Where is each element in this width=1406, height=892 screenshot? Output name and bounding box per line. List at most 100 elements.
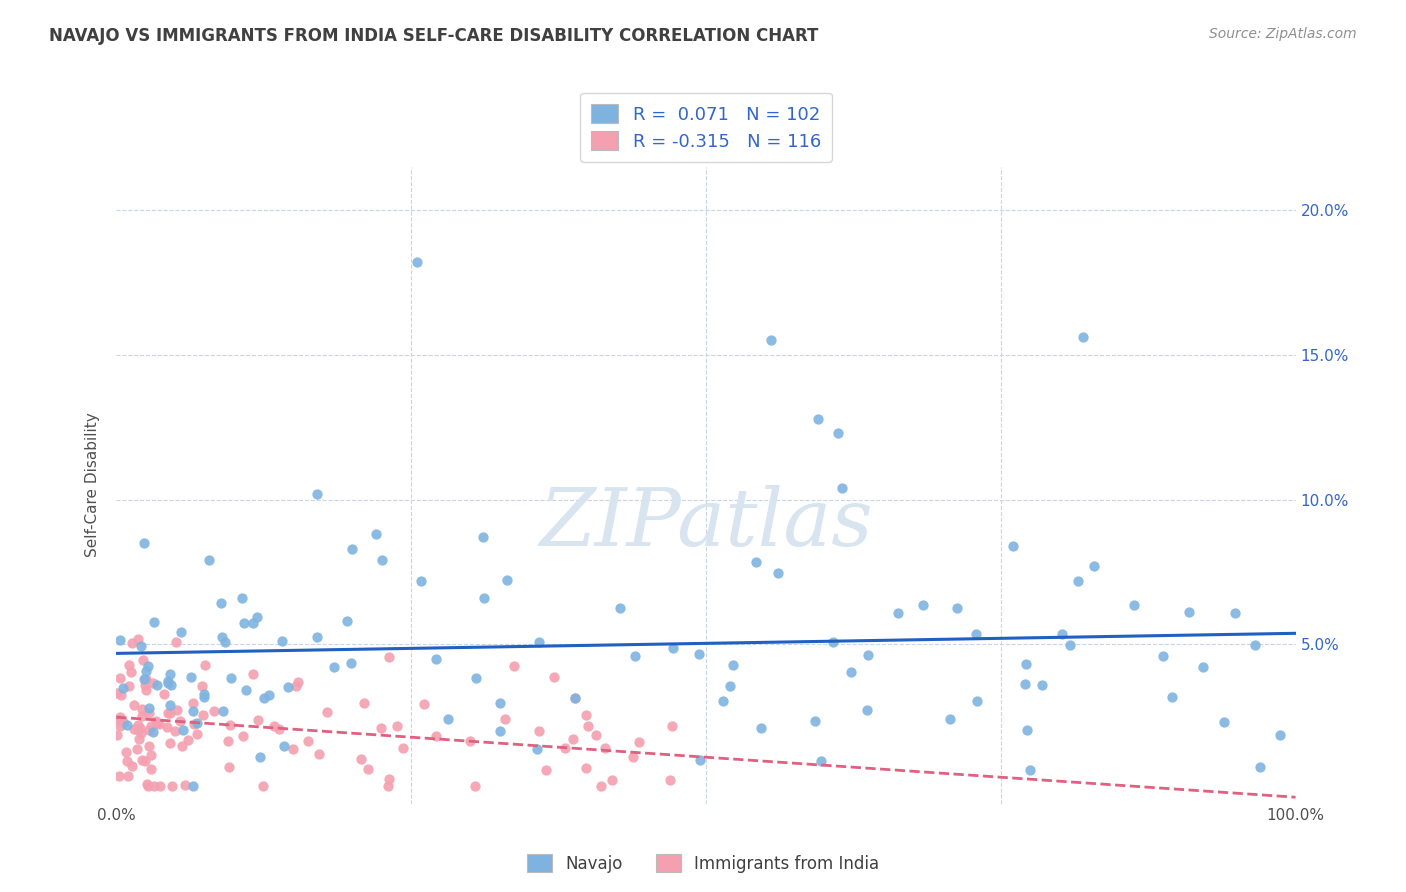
Point xyxy=(1002,540,1025,554)
Point xyxy=(108,633,131,648)
Point xyxy=(146,678,169,692)
Point xyxy=(125,742,148,756)
Point xyxy=(661,718,683,732)
Point xyxy=(134,678,156,692)
Point xyxy=(129,721,152,735)
Point xyxy=(370,721,392,735)
Legend: Navajo, Immigrants from India: Navajo, Immigrants from India xyxy=(520,847,886,880)
Point xyxy=(194,658,217,673)
Point xyxy=(946,600,969,615)
Point xyxy=(180,670,202,684)
Point xyxy=(134,754,156,768)
Text: NAVAJO VS IMMIGRANTS FROM INDIA SELF-CARE DISABILITY CORRELATION CHART: NAVAJO VS IMMIGRANTS FROM INDIA SELF-CAR… xyxy=(49,27,818,45)
Point xyxy=(939,712,962,726)
Point xyxy=(156,720,179,734)
Point xyxy=(554,741,576,756)
Point xyxy=(181,697,204,711)
Point xyxy=(117,658,139,673)
Point xyxy=(249,749,271,764)
Point xyxy=(1015,723,1038,737)
Point xyxy=(141,747,163,762)
Point xyxy=(121,758,143,772)
Point xyxy=(495,573,517,587)
Legend: R =  0.071   N = 102, R = -0.315   N = 116: R = 0.071 N = 102, R = -0.315 N = 116 xyxy=(581,93,832,161)
Point xyxy=(489,696,512,710)
Point xyxy=(1015,657,1038,671)
Point xyxy=(118,679,141,693)
Point xyxy=(193,690,215,704)
Point xyxy=(121,636,143,650)
Point xyxy=(357,762,380,776)
Point xyxy=(221,671,243,685)
Point xyxy=(336,614,359,628)
Point xyxy=(472,591,495,605)
Point xyxy=(198,552,221,566)
Point xyxy=(841,665,863,680)
Point xyxy=(111,714,134,729)
Point xyxy=(108,769,131,783)
Point xyxy=(464,671,486,685)
Point xyxy=(232,615,254,630)
Point xyxy=(689,753,711,767)
Point xyxy=(464,779,486,793)
Point xyxy=(232,729,254,743)
Point xyxy=(564,690,586,705)
Point xyxy=(364,527,387,541)
Text: ZIPatlas: ZIPatlas xyxy=(538,484,873,562)
Point xyxy=(527,723,550,738)
Point xyxy=(1059,638,1081,652)
Point xyxy=(283,742,305,756)
Point xyxy=(589,779,612,793)
Point xyxy=(159,667,181,681)
Point xyxy=(148,779,170,793)
Point xyxy=(370,553,392,567)
Point xyxy=(425,729,447,743)
Point xyxy=(159,706,181,720)
Point xyxy=(1249,760,1271,774)
Point xyxy=(107,686,129,700)
Point xyxy=(425,651,447,665)
Point xyxy=(156,674,179,689)
Point xyxy=(273,739,295,753)
Point xyxy=(827,425,849,440)
Point xyxy=(156,675,179,690)
Point xyxy=(131,709,153,723)
Point xyxy=(115,718,138,732)
Point xyxy=(377,779,399,793)
Point xyxy=(1019,763,1042,777)
Point xyxy=(218,760,240,774)
Point xyxy=(110,710,132,724)
Point xyxy=(562,731,585,746)
Point xyxy=(127,632,149,646)
Point xyxy=(340,542,363,557)
Point xyxy=(235,682,257,697)
Point xyxy=(122,698,145,712)
Point xyxy=(169,714,191,728)
Point xyxy=(246,713,269,727)
Point xyxy=(804,714,827,728)
Point xyxy=(659,772,682,787)
Point xyxy=(1244,638,1267,652)
Point xyxy=(1177,606,1199,620)
Point xyxy=(114,745,136,759)
Point xyxy=(1031,677,1053,691)
Point xyxy=(543,670,565,684)
Point xyxy=(1152,648,1174,663)
Point xyxy=(534,763,557,777)
Point xyxy=(252,779,274,793)
Point xyxy=(131,753,153,767)
Point xyxy=(458,734,481,748)
Point xyxy=(152,687,174,701)
Point xyxy=(186,727,208,741)
Point xyxy=(166,703,188,717)
Point xyxy=(1225,607,1247,621)
Point xyxy=(271,633,294,648)
Point xyxy=(353,696,375,710)
Point xyxy=(711,694,734,708)
Point xyxy=(1213,714,1236,729)
Point xyxy=(821,634,844,648)
Point xyxy=(609,601,631,615)
Point xyxy=(526,742,548,756)
Point xyxy=(855,703,877,717)
Point xyxy=(209,596,232,610)
